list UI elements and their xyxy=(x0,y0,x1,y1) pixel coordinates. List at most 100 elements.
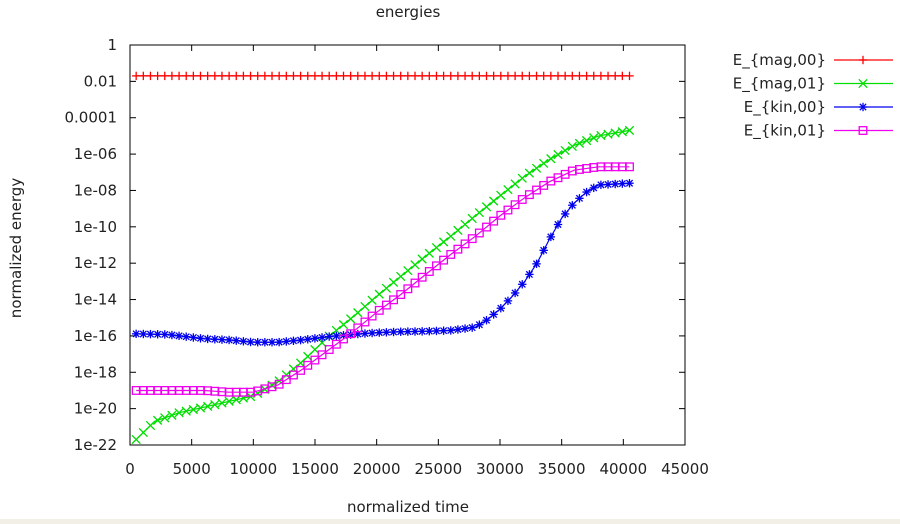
series-point xyxy=(468,323,477,332)
series-point xyxy=(446,249,456,259)
series-point xyxy=(424,267,434,276)
series-point xyxy=(174,331,184,341)
series-point xyxy=(431,242,442,253)
series-point xyxy=(131,434,141,445)
series-point xyxy=(274,379,284,389)
series-point xyxy=(138,427,148,438)
series-point xyxy=(532,71,541,81)
series-point xyxy=(410,278,420,288)
series-point xyxy=(131,329,141,339)
series-point xyxy=(532,185,542,195)
series-point xyxy=(181,406,191,416)
series-point xyxy=(553,220,563,229)
series-point xyxy=(367,295,377,305)
series-point xyxy=(296,335,305,345)
series-point xyxy=(381,283,392,293)
series-point xyxy=(417,327,427,336)
series-point xyxy=(610,128,620,138)
series-point xyxy=(388,277,399,287)
series-point xyxy=(568,71,577,81)
series-point xyxy=(539,246,548,255)
series-point xyxy=(546,232,556,242)
legend-item-2: E_{kin,00} xyxy=(744,98,893,117)
series-2 xyxy=(131,179,634,347)
series-point xyxy=(375,328,384,337)
series-point xyxy=(438,237,449,247)
series-point xyxy=(603,129,613,139)
series-point xyxy=(353,71,363,81)
series-point xyxy=(182,332,191,341)
series-point xyxy=(460,324,470,333)
series-point xyxy=(389,327,398,337)
x-tick-label: 5000 xyxy=(173,460,211,478)
series-point xyxy=(374,305,384,315)
y-tick-label: 1e-06 xyxy=(74,145,117,163)
series-point xyxy=(625,162,634,172)
series-point xyxy=(317,333,327,342)
series-point xyxy=(589,183,598,193)
y-tick-label: 1e-18 xyxy=(74,363,117,381)
series-point xyxy=(525,71,534,81)
series-point xyxy=(417,254,427,264)
y-tick-label: 1e-16 xyxy=(74,327,117,345)
series-point xyxy=(517,195,527,204)
series-point xyxy=(603,71,613,81)
series-point xyxy=(389,295,399,305)
series-point xyxy=(396,327,405,336)
series-point xyxy=(532,259,541,269)
series-point xyxy=(281,375,291,385)
series-point xyxy=(310,334,320,343)
series-point xyxy=(481,202,492,212)
series-point xyxy=(617,127,628,137)
series-point xyxy=(525,270,534,279)
series-point xyxy=(375,71,384,81)
series-point xyxy=(289,71,298,81)
series-point xyxy=(439,326,448,335)
series-point xyxy=(425,326,434,336)
legend-swatch-marker xyxy=(858,102,868,112)
series-point xyxy=(195,403,206,413)
series-point xyxy=(310,355,320,365)
series-point xyxy=(396,290,406,299)
series-point xyxy=(510,179,520,189)
series-point xyxy=(188,404,199,415)
series-point xyxy=(239,337,248,346)
series-point xyxy=(382,71,391,81)
series-point xyxy=(575,194,584,203)
series-point xyxy=(253,338,262,347)
series-point xyxy=(332,71,341,81)
x-axis-title: normalized time xyxy=(347,498,469,516)
series-point xyxy=(460,71,470,81)
series-point xyxy=(503,205,513,215)
series-point xyxy=(182,71,191,81)
series-point xyxy=(339,334,348,344)
series-layer xyxy=(131,71,635,445)
series-point xyxy=(152,415,163,425)
y-tick-label: 1 xyxy=(107,36,117,54)
series-point xyxy=(624,125,635,136)
legend-item-3: E_{kin,01} xyxy=(744,122,893,141)
series-point xyxy=(203,71,212,81)
series-point xyxy=(146,71,155,81)
series-point xyxy=(217,335,227,344)
series-point xyxy=(468,71,477,81)
legend-label: E_{kin,01} xyxy=(744,122,826,141)
series-point xyxy=(224,396,234,406)
series-point xyxy=(553,71,563,81)
series-point xyxy=(232,336,241,345)
series-point xyxy=(596,180,606,190)
series-point xyxy=(482,71,491,81)
series-point xyxy=(488,196,499,206)
series-point xyxy=(260,71,270,81)
series-point xyxy=(611,179,620,189)
series-point xyxy=(496,190,506,200)
series-point xyxy=(403,327,413,336)
series-point xyxy=(396,71,405,81)
series-point xyxy=(217,398,227,408)
legend-swatch-marker xyxy=(858,55,868,65)
legend-label: E_{kin,00} xyxy=(744,98,826,117)
series-point xyxy=(267,71,277,81)
series-point xyxy=(274,337,284,347)
x-axis-ticks: 0 5000 10000 15000 20000 25000 30000 35000 40000… xyxy=(125,45,709,478)
series-point xyxy=(346,71,355,81)
